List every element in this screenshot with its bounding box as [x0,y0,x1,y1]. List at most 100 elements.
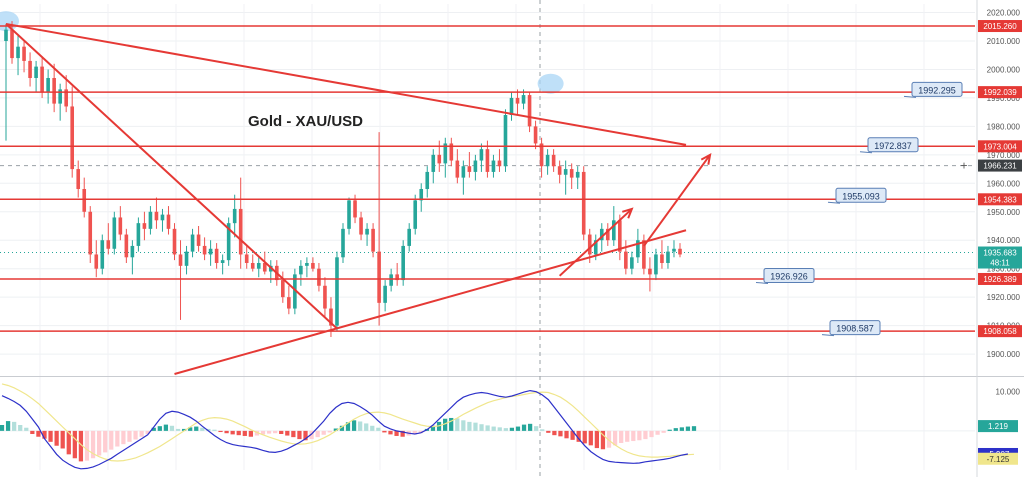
candle-body [413,200,418,229]
macd-histogram-bar [552,430,557,436]
candle-body [82,189,87,212]
price-axis-tick: 1940.000 [987,236,1021,245]
candle-body [611,220,616,241]
macd-histogram-bar [248,430,254,437]
candle-body [130,245,135,258]
callout-pointer [755,281,769,284]
price-axis-tick: 1970.000 [987,151,1021,160]
macd-value-tag [978,452,1018,465]
candle-body [527,95,532,127]
macd-value-text: -7.125 [987,455,1010,464]
candle-body [347,200,351,229]
candle-body [425,171,430,189]
current-price-tag [978,246,1022,269]
macd-histogram-bar [72,430,77,459]
candle-body [214,248,219,263]
price-axis-tick: 1900.000 [987,350,1021,359]
candle-body [226,223,231,261]
candle-body [46,78,50,93]
callout-label: 1908.587 [821,320,881,337]
macd-histogram-bar [194,426,199,431]
candle-body [341,228,345,258]
macd-histogram-bar [394,430,399,436]
candle-body [371,228,375,252]
candle-body [305,263,309,266]
candle-body [202,245,207,255]
candle-body [575,171,580,178]
macd-histogram-bar [600,430,606,450]
candle-body [449,143,454,161]
candle-body [160,214,165,221]
candle-body [551,154,556,167]
macd-histogram-bar [631,430,636,442]
arrow-head [700,152,712,165]
macd-histogram-bar [200,427,205,431]
candle-body [533,126,538,144]
macd-histogram-bar [327,430,332,433]
macd-histogram-bar [48,430,53,442]
macd-histogram-bar [412,430,417,435]
candle-body [220,260,225,263]
macd-histogram-bar [467,421,472,431]
level-price-tag [978,193,1022,206]
candle-body [64,89,68,107]
macd-histogram-bar [503,428,508,431]
candle-body [557,166,562,175]
price-axis-tick: 1950.000 [987,208,1021,217]
price-axis-tick: 1930.000 [987,265,1021,274]
candle-body [154,211,159,221]
macd-histogram-bar [370,425,375,431]
candlestick-series [0,11,682,337]
candle-body [244,254,249,263]
callout-pointer [859,151,873,154]
candle-body [136,223,141,246]
macd-histogram-bar [649,430,654,438]
macd-indicator-pane [0,383,975,470]
macd-histogram-bar [5,421,11,431]
macd-histogram-bar [473,422,478,431]
level-price-tag [978,272,1022,285]
macd-histogram-bar [260,430,266,435]
price-axis-tick: 2000.000 [987,65,1021,74]
macd-histogram-bar [564,430,569,439]
level-price-tag [978,140,1022,153]
macd-histogram-bar [78,430,84,462]
macd-histogram-bar [655,430,660,435]
level-price-text: 1926.389 [983,275,1017,284]
candle-body [100,240,105,269]
macd-histogram-bar [54,430,59,446]
macd-histogram-bar [345,422,351,431]
candle-body [329,308,333,326]
candle-body [672,248,676,252]
macd-histogram-bar [291,430,296,438]
candle-body [196,234,201,246]
candle-body [605,228,610,241]
macd-histogram-bar [534,426,539,431]
macd-histogram-bar [151,427,156,431]
candle-body [317,268,321,286]
candle-body [660,254,664,263]
candle-body [359,217,363,235]
macd-histogram-bar [157,426,162,431]
candle-body [431,154,436,172]
candle-body [407,228,412,246]
macd-histogram-bar [285,430,290,436]
candle-body [256,263,261,269]
price-labels: 1992.295 1972.837 1955.093 1926.926 1908.587… [755,20,1022,465]
macd-histogram-bar [418,430,423,434]
macd-histogram-bar [42,430,47,439]
callout-pointer [827,201,841,204]
candle-body [335,257,339,326]
macd-histogram-bar [691,426,697,431]
callout-pointer [821,334,835,337]
macd-histogram-bar [546,430,551,433]
crosshair-plus-icon: + [960,159,967,173]
macd-histogram-bar [121,430,126,445]
candle-body [636,240,640,258]
macd-histogram-bar [279,430,284,434]
level-price-tag [978,86,1022,99]
candle-body [118,217,123,235]
candle-body [184,251,189,266]
